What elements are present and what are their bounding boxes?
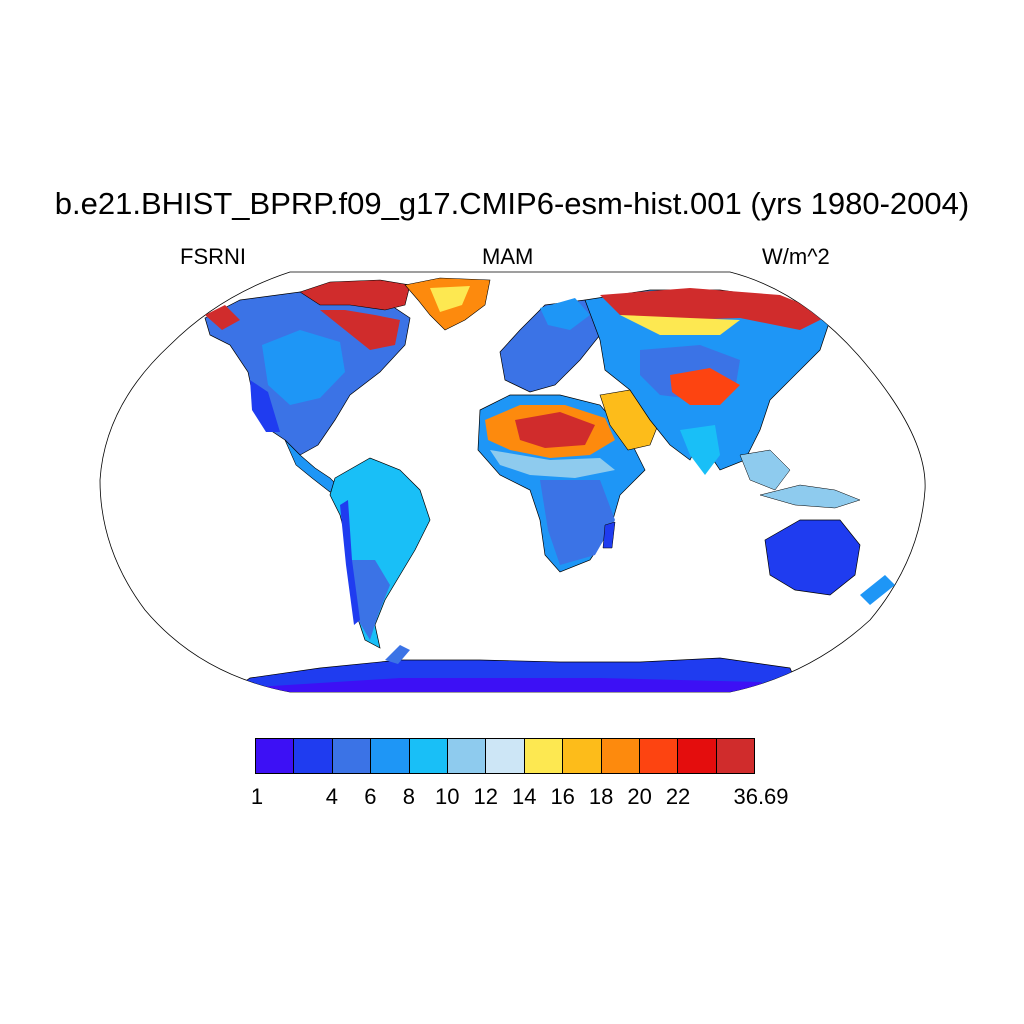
units-label: W/m^2	[762, 244, 830, 269]
sahel	[490, 450, 615, 478]
sahara-core	[515, 412, 595, 448]
colorbar-label: 36.69	[733, 784, 789, 809]
colorbar-label: 12	[473, 784, 499, 809]
madagascar	[602, 521, 616, 549]
scandinavia	[540, 298, 590, 330]
colorbar-box	[563, 739, 602, 773]
colorbar-box	[256, 739, 295, 773]
alaska-coast	[205, 305, 240, 330]
season-label: MAM	[482, 244, 534, 269]
central-africa	[540, 480, 615, 565]
arctic-canada	[299, 279, 411, 311]
north-america-west	[250, 380, 280, 432]
colorbar-label: 20	[627, 784, 652, 809]
india	[680, 425, 720, 475]
antarctica-interior	[235, 678, 780, 692]
andes	[340, 500, 360, 625]
greenland-interior	[430, 286, 470, 312]
colorbar-label: 16	[550, 784, 575, 809]
antarctic-peninsula	[385, 645, 410, 664]
plot-title: b.e21.BHIST_BPRP.f09_g17.CMIP6-esm-hist.…	[54, 186, 970, 221]
australia	[764, 519, 861, 596]
colorbar-label: 4	[325, 784, 339, 809]
colorbar-box	[524, 739, 564, 773]
colorbar-box	[371, 739, 410, 773]
gobi-tibet	[670, 368, 740, 405]
colorbar-box	[486, 739, 525, 773]
colorbar-box	[294, 739, 333, 773]
colorbar-box	[678, 739, 717, 773]
colorbar-label: 22	[665, 784, 691, 809]
colorbar-box	[332, 739, 372, 773]
indonesia	[759, 484, 861, 509]
siberia-edge	[620, 315, 740, 335]
new-zealand	[860, 575, 895, 605]
colorbar-box	[639, 739, 679, 773]
colorbar-label: 14	[511, 784, 537, 809]
colorbar-label: 10	[435, 784, 460, 809]
siberia	[600, 288, 830, 330]
colorbar-label: 8	[402, 784, 415, 809]
colorbar-label: 6	[364, 784, 377, 809]
colorbar-box	[601, 739, 640, 773]
colorbar-label: 1	[250, 784, 264, 809]
colorbar-box	[447, 739, 487, 773]
hudson-bay-region	[320, 310, 400, 350]
variable-name: FSRNI	[180, 244, 246, 269]
colorbar	[255, 738, 755, 774]
southeast-asia	[739, 449, 791, 491]
colorbar-box	[409, 739, 448, 773]
north-america-interior	[262, 330, 345, 405]
colorbar-box	[716, 739, 755, 773]
colorbar-label: 18	[588, 784, 614, 809]
